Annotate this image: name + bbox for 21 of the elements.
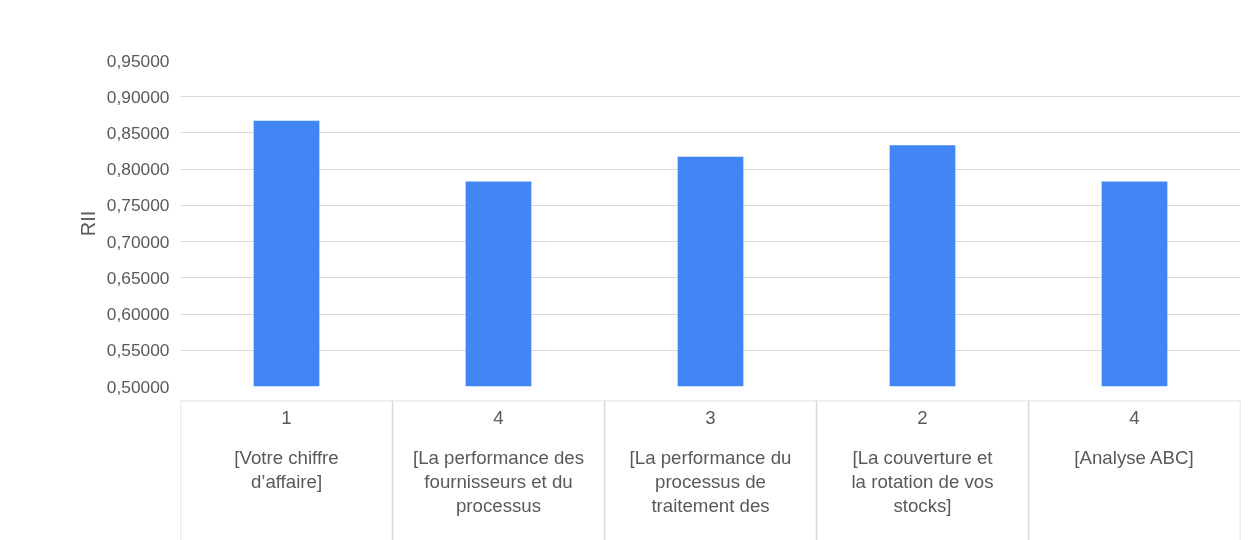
x-tick-label: [La couverture et la rotation de vos stocks]: [851, 446, 994, 516]
y-tick-label: 0,60000: [106, 304, 170, 325]
text: 4: [493, 406, 504, 428]
y-tick-label: 0,90000: [106, 86, 170, 107]
text: 4: [1129, 406, 1140, 428]
y-tick-label: 0,95000: [106, 50, 170, 71]
text: 3: [705, 406, 716, 428]
y-tick-label: 0,65000: [106, 267, 170, 288]
x-tick-label: [Votre chiffre d’affaire]: [234, 446, 339, 492]
y-tick-label: 0,75000: [106, 195, 170, 216]
x-tick-label: [La performance du processus de traitement des: [629, 446, 792, 516]
y-tick-label: 0,50000: [106, 376, 170, 397]
y-tick-label: 0,70000: [106, 231, 170, 252]
text: 1: [281, 406, 292, 428]
text: 2: [917, 406, 928, 428]
y-tick-label: 0,85000: [106, 122, 170, 143]
y-axis-title: RII: [76, 210, 99, 237]
y-tick-label: 0,55000: [106, 340, 170, 361]
y-tick-label: 0,80000: [106, 159, 170, 180]
x-tick-label: [La performance des fournisseurs et du processus: [412, 446, 585, 516]
x-tick-label: [Analyse ABC]: [1074, 446, 1194, 468]
